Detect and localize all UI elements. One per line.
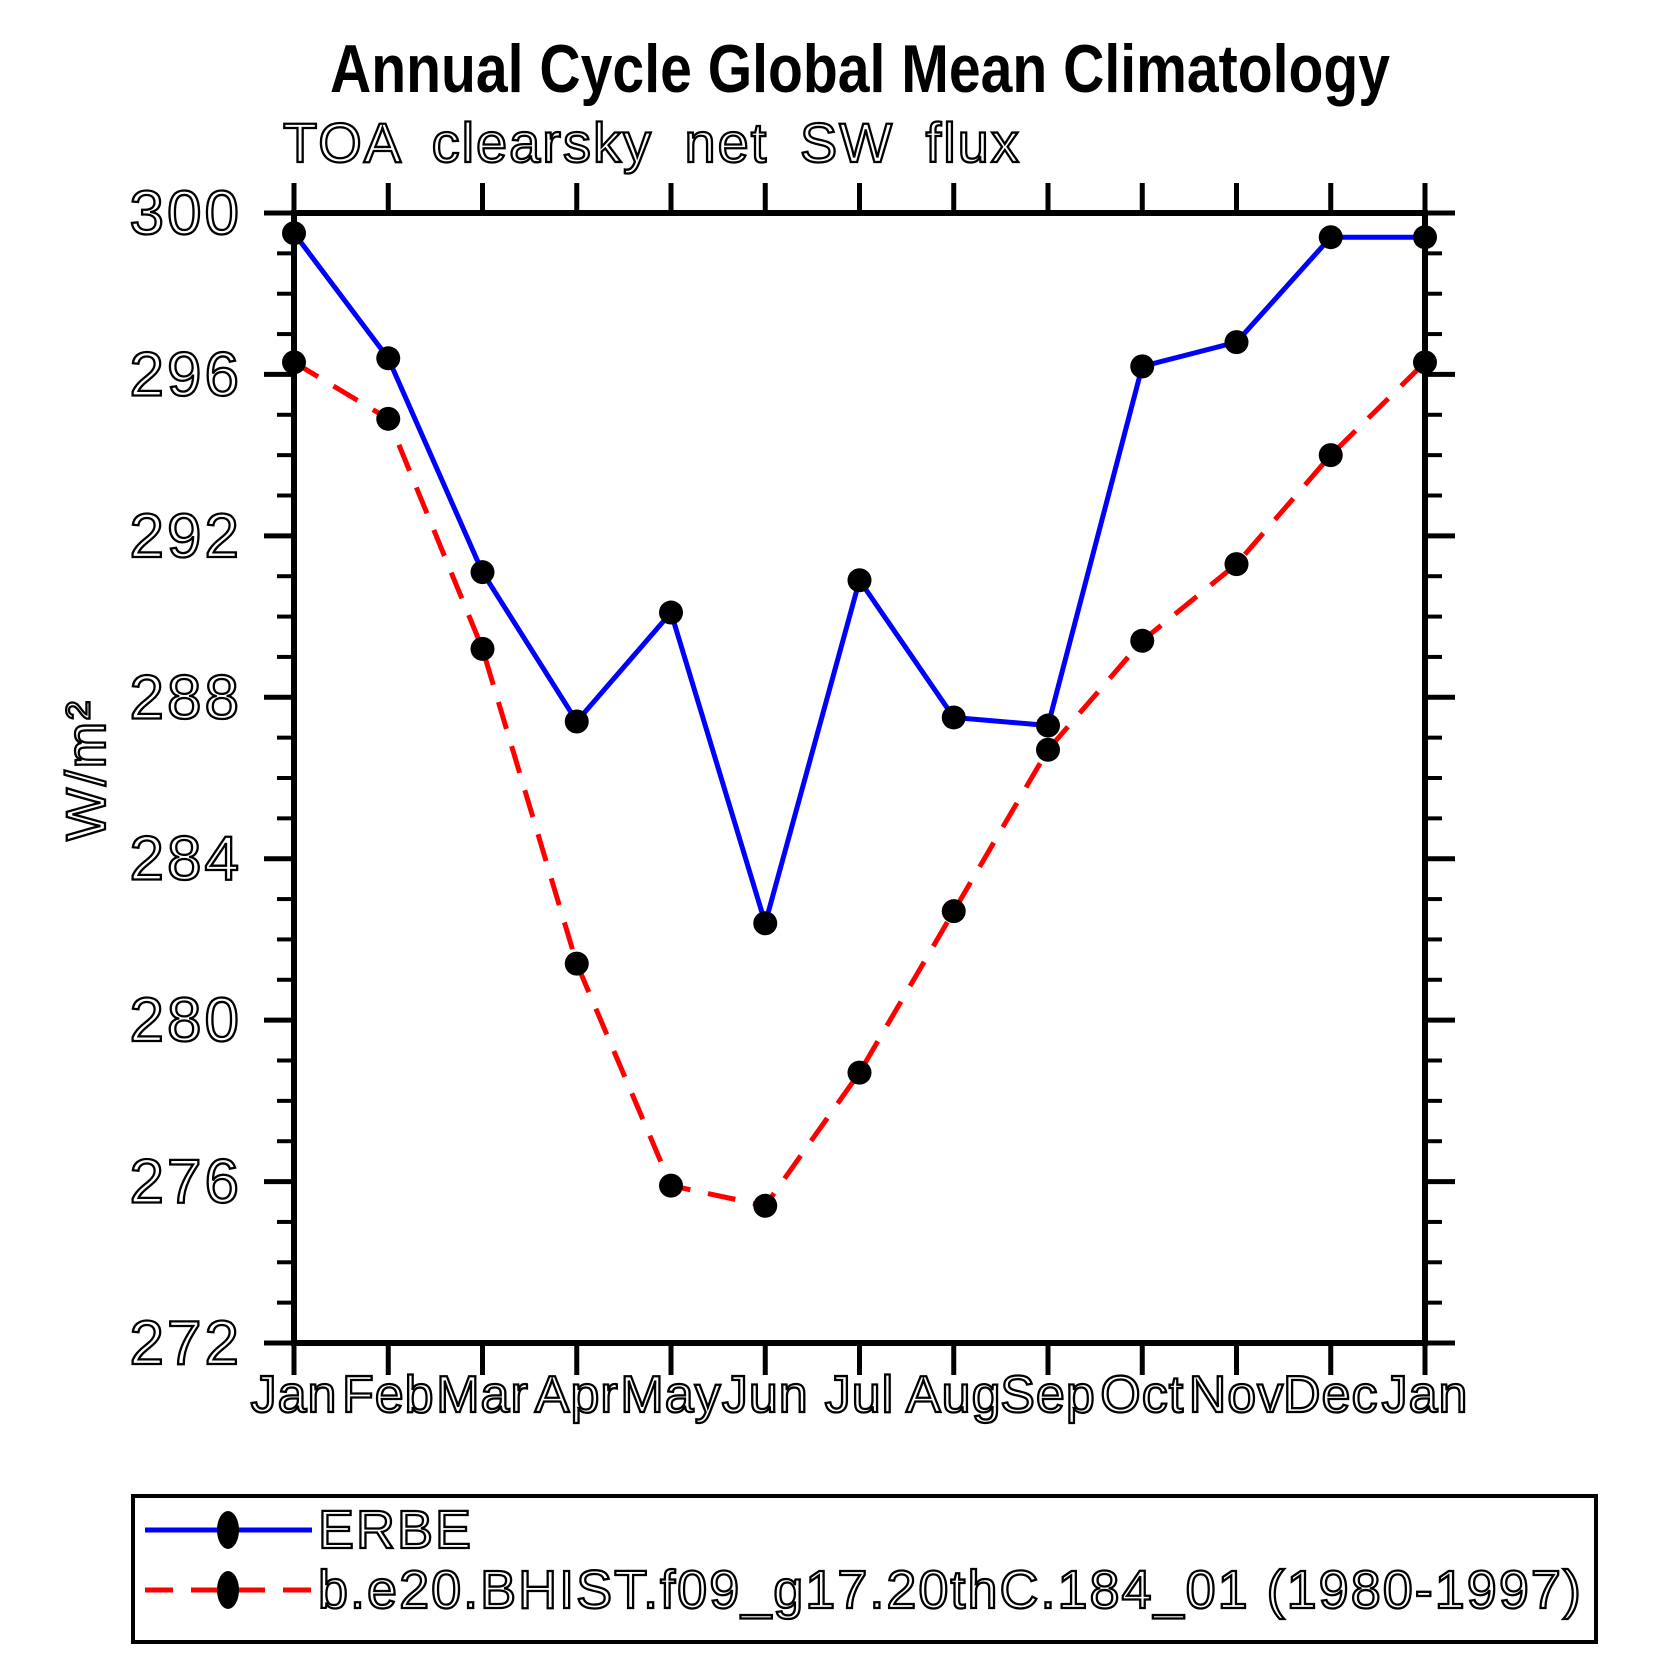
legend-entry-model: b.e20.BHIST.f09_g17.20thC.184_01 (1980-1… bbox=[145, 1559, 1583, 1621]
data-point-series1-Nov bbox=[1224, 552, 1249, 577]
x-tick-label: Aug bbox=[906, 1366, 1002, 1424]
data-point-series1-Apr bbox=[564, 951, 589, 976]
data-point-series1-Feb bbox=[376, 406, 401, 431]
data-point-series1-Oct bbox=[1130, 628, 1155, 653]
data-point-series0-Jul bbox=[847, 568, 872, 593]
x-tick-label: Oct bbox=[1100, 1366, 1184, 1424]
y-tick-label: 272 bbox=[130, 1309, 242, 1378]
x-tick-label: Dec bbox=[1283, 1366, 1378, 1424]
y-tick-label: 288 bbox=[130, 663, 242, 732]
legend-frame bbox=[131, 1494, 1598, 1644]
y-tick-label: 280 bbox=[130, 986, 242, 1055]
y-tick-label: 292 bbox=[130, 502, 242, 571]
data-point-series0-Nov bbox=[1224, 330, 1249, 355]
data-point-series1-Mar bbox=[470, 636, 495, 661]
data-point-series0-Sep bbox=[1036, 713, 1060, 738]
legend-entry-erbe: ERBE bbox=[145, 1499, 473, 1561]
legend-marker-model bbox=[217, 1571, 239, 1609]
legend-box: ERBE b.e20.BHIST.f09_g17.20thC.184_01 (1… bbox=[131, 1494, 1598, 1644]
data-point-series1-Jan bbox=[282, 350, 306, 375]
x-tick-label: Jun bbox=[722, 1366, 809, 1424]
x-tick-label: May bbox=[620, 1366, 721, 1424]
data-point-series0-May bbox=[659, 600, 683, 625]
y-tick-label: 296 bbox=[130, 340, 242, 409]
data-point-series1-Jun bbox=[753, 1193, 778, 1218]
legend-marker-erbe bbox=[217, 1511, 239, 1549]
data-point-series1-May bbox=[659, 1173, 683, 1198]
x-tick-label: Nov bbox=[1189, 1366, 1284, 1424]
y-tick-label: 284 bbox=[130, 825, 242, 894]
x-tick-label: Apr bbox=[535, 1366, 619, 1424]
x-tick-label: Feb bbox=[342, 1366, 435, 1424]
x-tick-label: Jul bbox=[825, 1366, 894, 1424]
data-point-series0-Jan bbox=[1413, 225, 1437, 250]
x-tick-label: Jan bbox=[1382, 1366, 1469, 1424]
data-point-series0-Oct bbox=[1130, 354, 1155, 379]
data-point-series0-Dec bbox=[1318, 225, 1343, 250]
x-tick-label: Mar bbox=[436, 1366, 529, 1424]
y-axis-label: W/m² bbox=[54, 699, 117, 841]
data-point-series1-Dec bbox=[1318, 443, 1343, 468]
data-point-series0-Mar bbox=[470, 560, 495, 585]
data-point-series1-Jul bbox=[847, 1060, 872, 1085]
data-point-series1-Sep bbox=[1036, 737, 1060, 762]
legend-label-model: b.e20.BHIST.f09_g17.20thC.184_01 (1980-1… bbox=[318, 1560, 1583, 1620]
chart-subtitle: TOA clearsky net SW flux bbox=[283, 111, 1021, 174]
data-point-series0-Feb bbox=[376, 346, 401, 371]
data-point-series0-Jun bbox=[753, 911, 778, 936]
data-point-series0-Apr bbox=[564, 709, 589, 734]
y-tick-label: 276 bbox=[130, 1148, 242, 1217]
legend-label-erbe: ERBE bbox=[318, 1500, 473, 1560]
data-point-series1-Aug bbox=[941, 899, 966, 924]
x-tick-label: Sep bbox=[1000, 1366, 1096, 1424]
axes-frame bbox=[291, 210, 1428, 1346]
data-point-series0-Aug bbox=[941, 705, 966, 730]
y-tick-label: 300 bbox=[130, 179, 242, 248]
data-point-series1-Jan bbox=[1413, 350, 1437, 375]
x-tick-label: Jan bbox=[251, 1366, 338, 1424]
data-point-series0-Jan bbox=[282, 221, 306, 246]
chart-title: Annual Cycle Global Mean Climatology bbox=[330, 31, 1390, 107]
